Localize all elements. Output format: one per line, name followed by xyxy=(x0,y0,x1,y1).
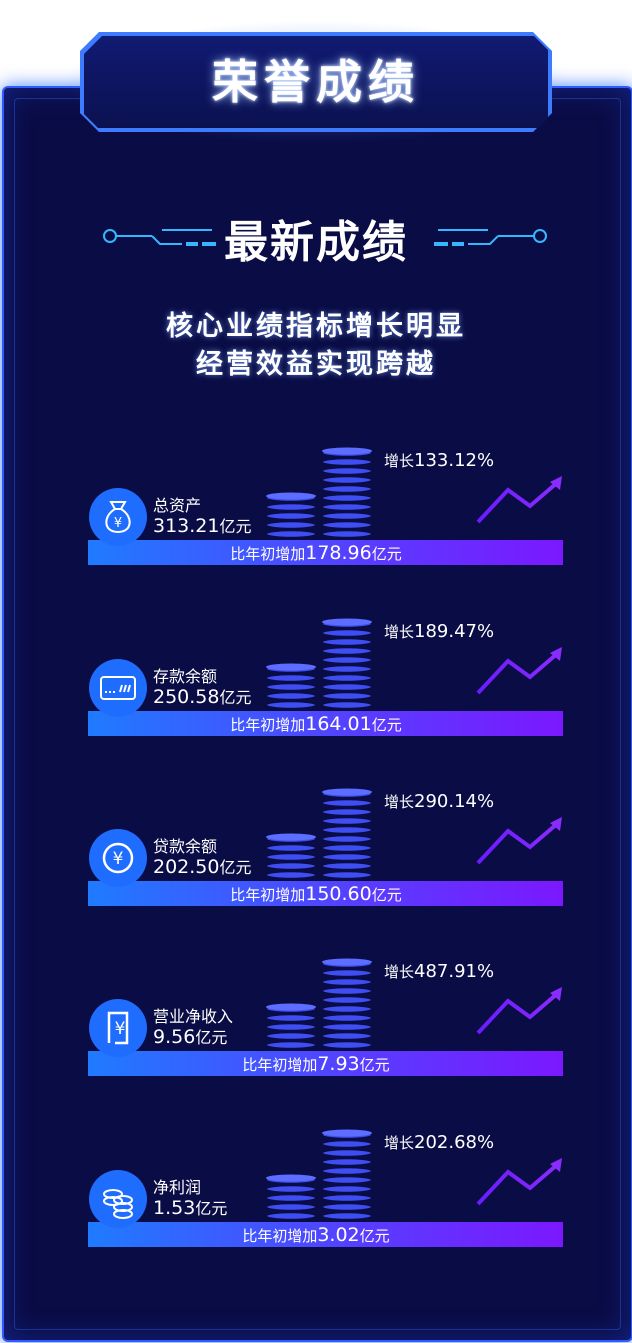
coin-stack-icon xyxy=(89,1170,147,1228)
increase-text: 比年初增加150.60亿元 xyxy=(230,883,402,905)
section-title: 最新成绩 xyxy=(224,217,408,268)
coin-stack-graphic xyxy=(265,958,373,1050)
metric-name: 净利润 xyxy=(153,1178,202,1197)
title-banner: 荣誉成绩 xyxy=(62,20,570,144)
coin-stack-graphic xyxy=(265,788,373,880)
metric-name: 营业净收入 xyxy=(153,1007,234,1026)
svg-text:¥: ¥ xyxy=(114,516,122,531)
bank-card-icon xyxy=(89,659,147,717)
increase-text: 比年初增加3.02亿元 xyxy=(242,1224,390,1246)
metric-value: 1.53亿元 xyxy=(153,1197,228,1219)
increase-text: 比年初增加164.01亿元 xyxy=(230,713,402,735)
metric-row: 比年初增加150.60亿元 ¥ 贷款余额 202.50亿元 增长290.14% xyxy=(0,781,632,931)
increase-text: 比年初增加7.93亿元 xyxy=(242,1053,390,1075)
growth-text: 增长189.47% xyxy=(384,621,495,642)
increase-bar xyxy=(88,540,563,565)
subtitle-line-2: 经营效益实现跨越 xyxy=(196,349,436,380)
banner-title: 荣誉成绩 xyxy=(212,55,420,109)
metric-row: 比年初增加164.01亿元 存款余额 250.58亿元 增长189.47% xyxy=(0,611,632,761)
yuan-coin-icon: ¥ xyxy=(89,829,147,887)
metric-value: 250.58亿元 xyxy=(153,686,252,708)
growth-text: 增长290.14% xyxy=(384,791,495,812)
trend-up-arrow-icon xyxy=(476,987,562,1035)
metric-row: 比年初增加3.02亿元 净利润 1.53亿元 增长202.68% xyxy=(0,1122,632,1272)
trend-up-arrow-icon xyxy=(476,647,562,695)
circuit-deco-left-icon xyxy=(103,229,216,246)
metric-name: 贷款余额 xyxy=(153,837,218,856)
trend-up-arrow-icon xyxy=(476,1158,562,1206)
metric-name: 存款余额 xyxy=(153,667,218,686)
metric-value: 9.56亿元 xyxy=(153,1026,228,1048)
metric-value: 202.50亿元 xyxy=(153,856,252,878)
growth-text: 增长202.68% xyxy=(384,1132,495,1153)
growth-text: 增长133.12% xyxy=(384,450,495,471)
circuit-deco-right-icon xyxy=(434,229,547,246)
coin-stack-graphic xyxy=(265,447,373,539)
trend-up-arrow-icon xyxy=(476,817,562,865)
yuan-document-icon: ¥ xyxy=(89,999,147,1057)
increase-bar xyxy=(88,881,563,906)
trend-up-arrow-icon xyxy=(476,476,562,524)
svg-text:¥: ¥ xyxy=(113,849,124,869)
metric-row: 比年初增加7.93亿元 ¥ 营业净收入 9.56亿元 增长487.91% xyxy=(0,951,632,1101)
money-bag-icon: ¥ xyxy=(89,488,147,546)
svg-text:¥: ¥ xyxy=(115,1019,126,1039)
metric-value: 313.21亿元 xyxy=(153,515,252,537)
increase-text: 比年初增加178.96亿元 xyxy=(230,542,402,564)
metric-row: 比年初增加178.96亿元 ¥ 总资产 313.21亿元 增长133.12% xyxy=(0,440,632,590)
subtitle-line-1: 核心业绩指标增长明显 xyxy=(166,311,466,342)
metric-name: 总资产 xyxy=(153,496,202,515)
increase-bar xyxy=(88,1051,563,1076)
growth-text: 增长487.91% xyxy=(384,961,495,982)
increase-bar xyxy=(88,711,563,736)
coin-stack-graphic xyxy=(265,618,373,710)
coin-stack-graphic xyxy=(265,1129,373,1221)
increase-bar xyxy=(88,1222,563,1247)
